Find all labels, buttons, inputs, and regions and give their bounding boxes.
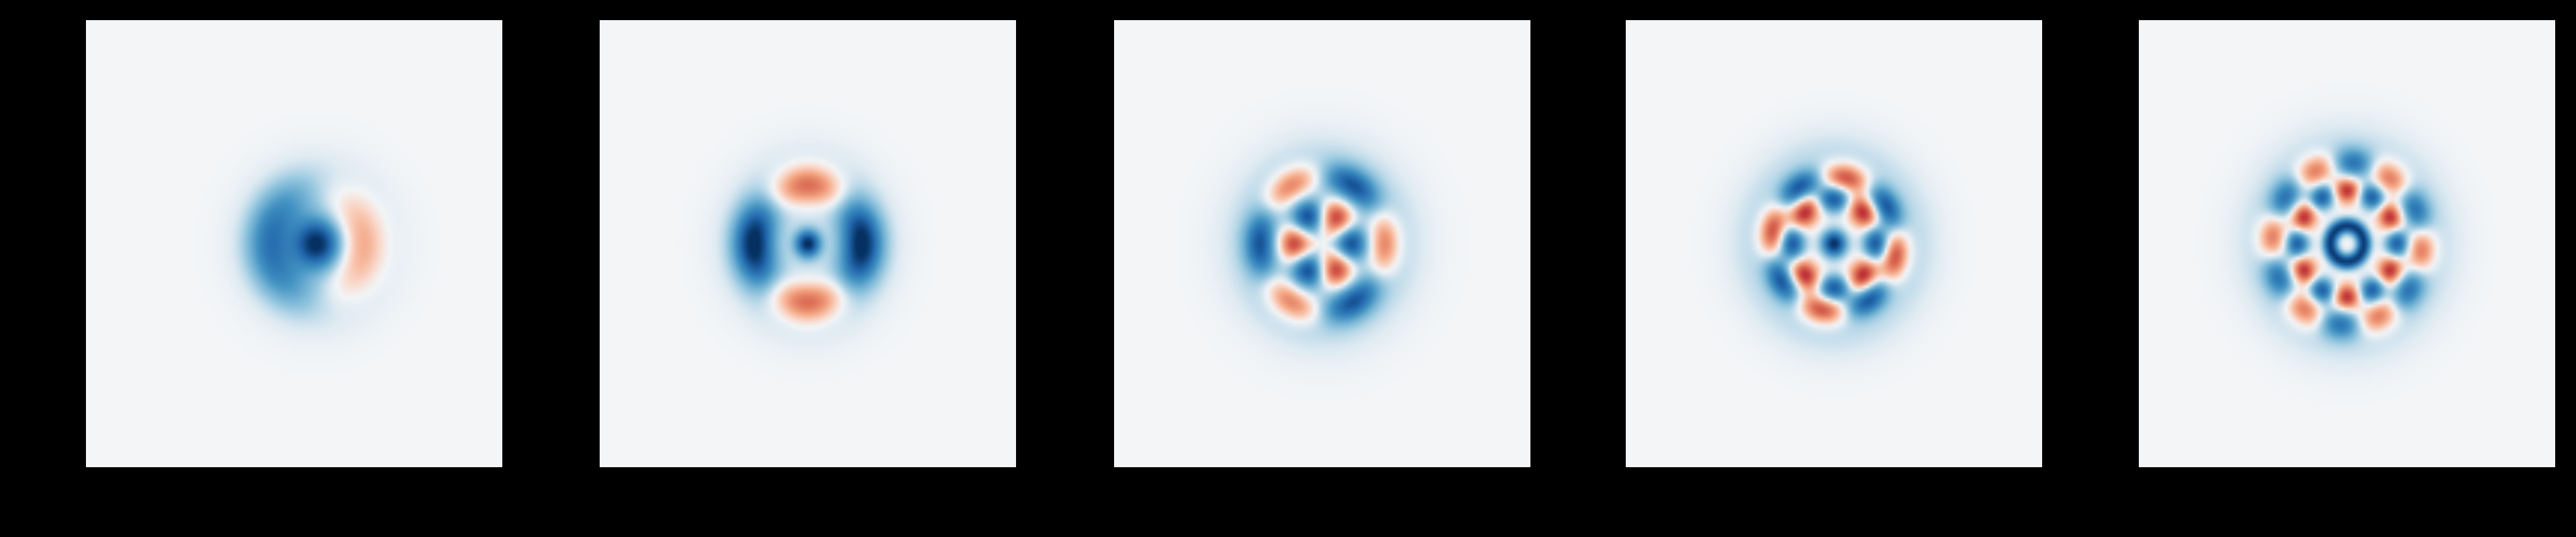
heatmap-image — [86, 20, 502, 467]
heatmap-image — [1626, 20, 2042, 467]
heatmap-panel-1 — [86, 20, 502, 467]
heatmap-image — [600, 20, 1016, 467]
heatmap-image — [2139, 20, 2555, 467]
heatmap-panel-4 — [1626, 20, 2042, 467]
heatmap-panel-3 — [1114, 20, 1530, 467]
heatmap-image — [1114, 20, 1530, 467]
heatmap-panels — [86, 20, 2555, 467]
heatmap-panel-5 — [2139, 20, 2555, 467]
heatmap-panel-2 — [600, 20, 1016, 467]
